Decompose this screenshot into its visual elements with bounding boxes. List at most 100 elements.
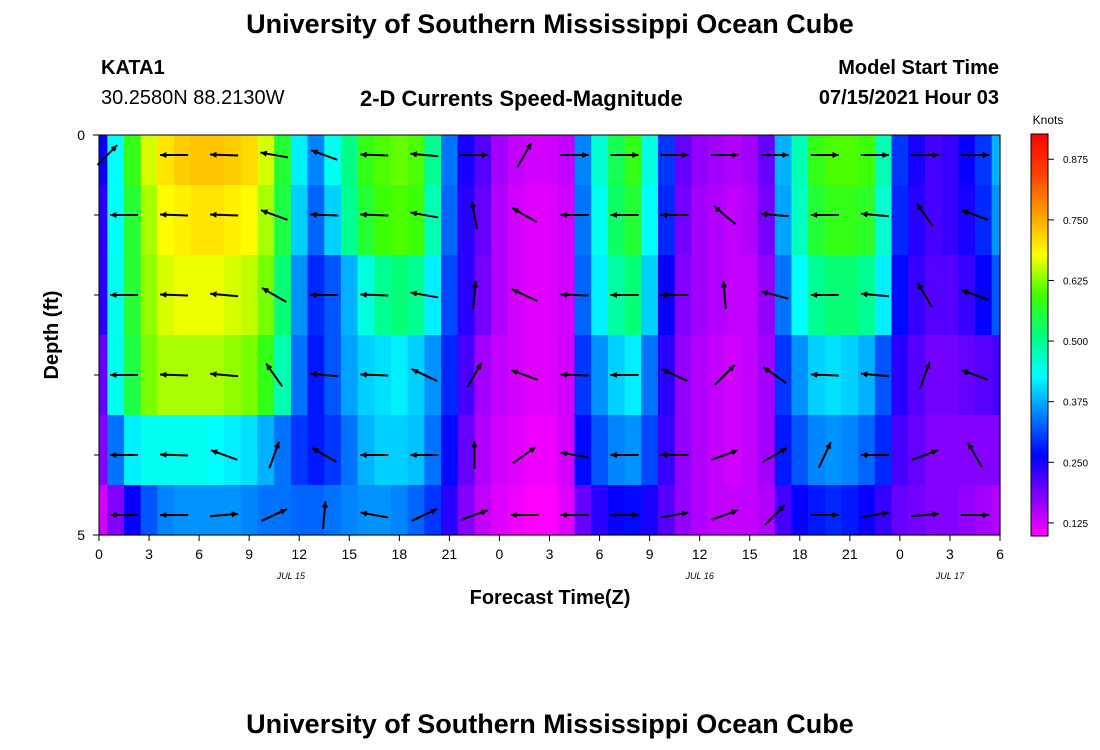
vector-head: [763, 366, 771, 374]
heatmap-cell: [641, 135, 659, 186]
heatmap-cell: [257, 335, 275, 416]
vector-head: [266, 363, 273, 371]
vector-head: [360, 451, 367, 459]
heatmap-cell: [224, 185, 242, 256]
station-coords: 30.2580N 88.2130W: [101, 87, 285, 109]
current-vector: [311, 447, 337, 463]
current-vectors: [96, 142, 989, 530]
vector-head: [610, 291, 617, 299]
vector-head: [832, 511, 839, 519]
heatmap-cell: [674, 335, 692, 416]
colorbar-tick-label: 0.875: [1063, 155, 1088, 166]
vector-head: [510, 511, 517, 519]
heatmap-cell: [107, 185, 125, 256]
vector-head: [917, 282, 924, 290]
heatmap-cell: [824, 485, 843, 536]
page-title: University of Southern Mississippi Ocean…: [246, 9, 854, 39]
heatmap-cell: [924, 335, 943, 416]
current-vector: [512, 446, 537, 464]
heatmap-cell: [257, 485, 275, 536]
x-tick-label: 21: [842, 546, 858, 562]
current-vector: [310, 149, 338, 161]
vector-head: [360, 211, 367, 218]
current-vector: [720, 280, 728, 310]
heatmap-cell: [891, 415, 909, 486]
vector-head: [961, 209, 969, 216]
heatmap-cell: [891, 255, 909, 336]
vector-head: [210, 291, 217, 298]
heatmap-cell: [691, 135, 709, 186]
current-vector: [610, 291, 639, 299]
heatmap-cell: [424, 335, 442, 416]
heatmap-cell: [991, 135, 1001, 186]
heatmap-cell: [507, 335, 526, 416]
heatmap-cell: [240, 135, 259, 186]
vector-head: [730, 509, 738, 516]
vector-head: [916, 203, 923, 211]
vector-head: [110, 145, 118, 152]
heatmap-cell: [741, 415, 759, 486]
vector-head: [160, 291, 167, 298]
vector-head: [810, 291, 818, 299]
current-vector: [160, 451, 189, 458]
colorbar: [1030, 133, 1049, 537]
current-vector: [760, 290, 789, 300]
current-vector: [764, 504, 786, 526]
model-start-label: Model Start Time: [838, 57, 999, 79]
heatmap-cell: [240, 415, 259, 486]
current-vector: [961, 289, 989, 301]
vector-head: [582, 151, 589, 159]
heatmap-cell: [858, 135, 876, 186]
current-vector: [610, 511, 639, 519]
vector-head: [525, 142, 532, 150]
vector-head: [610, 451, 617, 459]
vector-head: [931, 449, 939, 456]
x-axis: 0 3 6 9 12 15 18 21 0 3 6 9 12 15 18 21 0 3 6 JUL 15 JUL 16 J…: [95, 535, 1004, 581]
current-vector: [916, 202, 934, 228]
heatmap-cell: [774, 135, 793, 186]
current-vector: [510, 511, 539, 519]
vector-head: [860, 291, 868, 298]
vector-head: [779, 448, 787, 454]
heatmap-cell: [190, 485, 209, 536]
heatmap-cell: [557, 485, 576, 536]
current-vector: [762, 366, 787, 384]
current-vector: [160, 291, 189, 298]
vector-head: [210, 211, 217, 218]
heatmap-cell: [724, 335, 742, 416]
vector-head: [961, 289, 969, 296]
current-vector: [810, 291, 839, 299]
heatmap-cell: [140, 255, 158, 336]
heatmap-cell: [758, 415, 776, 486]
current-vector: [460, 151, 489, 159]
vector-head: [932, 511, 939, 518]
vector-head: [610, 371, 617, 379]
current-vector: [261, 508, 288, 522]
heatmap-cell: [607, 135, 626, 186]
vector-head: [511, 369, 519, 376]
vector-head: [360, 371, 367, 378]
heatmap-cell: [157, 485, 175, 536]
heatmap-cell: [99, 185, 108, 256]
current-vector: [660, 151, 689, 159]
speed-heatmap: [99, 135, 1001, 536]
vector-head: [110, 291, 117, 299]
heatmap-cell: [741, 135, 759, 186]
heatmap-cell: [390, 185, 409, 256]
heatmap-cell: [274, 135, 292, 186]
heatmap-cell: [708, 485, 726, 536]
heatmap-cell: [708, 415, 726, 486]
heatmap-cell: [491, 335, 509, 416]
heatmap-cell: [474, 135, 492, 186]
heatmap-cell: [390, 335, 409, 416]
heatmap-cell: [758, 485, 776, 536]
heatmap-cell: [224, 135, 242, 186]
vector-head: [660, 291, 667, 299]
x-tick-label: 15: [742, 546, 758, 562]
current-vector: [860, 211, 889, 218]
vector-head: [411, 368, 419, 375]
heatmap-cell: [457, 185, 476, 256]
heatmap-cell: [641, 335, 659, 416]
current-vector: [410, 210, 439, 219]
heatmap-cell: [774, 485, 793, 536]
